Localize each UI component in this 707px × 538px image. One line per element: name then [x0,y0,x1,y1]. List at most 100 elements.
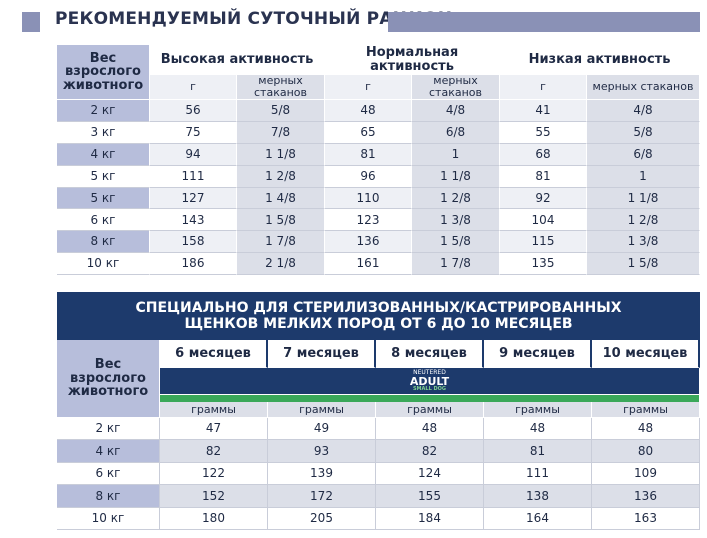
group-header: Высокая активность [150,45,325,75]
column-header: 6 месяцев [160,340,268,368]
table-cell: 94 [150,143,237,166]
table-cell: 81 [500,165,587,188]
table-cell: 1 2/8 [412,187,500,210]
table-cell: 1 2/8 [237,165,325,188]
table-cell: 110 [325,187,412,210]
table-cell: 6/8 [412,121,500,144]
table-cell: 1 2/8 [587,209,700,232]
table-cell: 136 [592,485,700,508]
table-cell: 205 [268,507,376,530]
unit-header: граммы [160,402,268,418]
product-name: ADULT [409,375,450,388]
group-header: Низкая активность [500,45,700,75]
subheader: г [500,75,587,100]
row-label: 2 кг [57,100,150,122]
row-label: 2 кг [57,418,160,441]
unit-header: граммы [592,402,700,418]
unit-header: граммы [484,402,592,418]
table-cell: 1 1/8 [587,187,700,210]
table-cell: 82 [160,440,268,463]
table-cell: 41 [500,100,587,122]
title-bar [388,12,700,32]
table-cell: 6/8 [587,143,700,166]
table-cell: 123 [325,209,412,232]
table-cell: 124 [376,462,484,486]
table-cell: 5/8 [237,100,325,122]
table-cell: 92 [500,187,587,210]
row-label: 4 кг [57,143,150,166]
table-cell: 115 [500,231,587,254]
group-header: Нормальная активность [325,45,500,75]
product-brand: NEUTERED [413,369,446,376]
table-cell: 4/8 [412,100,500,122]
table-cell: 109 [592,462,700,486]
row-label: 6 кг [57,209,150,232]
table-cell: 111 [484,462,592,486]
table-cell: 1 7/8 [237,231,325,254]
column-header: 10 месяцев [592,340,700,368]
table-cell: 127 [150,187,237,210]
table2-header: СПЕЦИАЛЬНО ДЛЯ СТЕРИЛИЗОВАННЫХ/КАСТРИРОВ… [57,292,700,340]
table-cell: 49 [268,418,376,441]
table-cell: 81 [325,143,412,166]
table-cell: 93 [268,440,376,463]
table-cell: 1 1/8 [412,165,500,188]
table-cell: 96 [325,165,412,188]
table-cell: 80 [592,440,700,463]
table-cell: 1 3/8 [587,231,700,254]
row-label: 5 кг [57,187,150,210]
row-label: 10 кг [57,253,150,275]
table-cell: 180 [160,507,268,530]
table-cell: 48 [592,418,700,441]
table-cell: 164 [484,507,592,530]
table-cell: 122 [160,462,268,486]
table-cell: 136 [325,231,412,254]
green-stripe [160,395,700,402]
table-cell: 1 [587,165,700,188]
table-cell: 138 [484,485,592,508]
product-band: NEUTERED ADULT SMALL DOG [160,368,700,395]
table-cell: 82 [376,440,484,463]
table-cell: 75 [150,121,237,144]
table-cell: 5/8 [587,121,700,144]
table-cell: 104 [500,209,587,232]
table-cell: 1 5/8 [587,253,700,275]
table-cell: 1 4/8 [237,187,325,210]
unit-header: граммы [268,402,376,418]
table-cell: 1 [412,143,500,166]
table-cell: 172 [268,485,376,508]
table-cell: 161 [325,253,412,275]
row-label: 8 кг [57,231,150,254]
table-cell: 48 [484,418,592,441]
table-cell: 81 [484,440,592,463]
table2-title: СПЕЦИАЛЬНО ДЛЯ СТЕРИЛИЗОВАННЫХ/КАСТРИРОВ… [135,299,622,332]
row-label: 8 кг [57,485,160,508]
table-cell: 163 [592,507,700,530]
table-cell: 68 [500,143,587,166]
table-cell: 48 [325,100,412,122]
table-cell: 184 [376,507,484,530]
table-cell: 143 [150,209,237,232]
column-header: 9 месяцев [484,340,592,368]
column-header: 8 месяцев [376,340,484,368]
subheader: мерных стаканов [412,75,500,100]
table-cell: 7/8 [237,121,325,144]
table-cell: 135 [500,253,587,275]
row-label: 3 кг [57,121,150,144]
table-cell: 1 5/8 [412,231,500,254]
row-label: 4 кг [57,440,160,463]
table-cell: 1 7/8 [412,253,500,275]
subheader: г [150,75,237,100]
row-label: 10 кг [57,507,160,530]
table-cell: 65 [325,121,412,144]
table-cell: 139 [268,462,376,486]
corner-header: Вес взрослого животного [57,45,150,100]
title-square [22,12,40,32]
table-cell: 55 [500,121,587,144]
row-label: 6 кг [57,462,160,486]
table-cell: 111 [150,165,237,188]
page-title: РЕКОМЕНДУЕМЫЙ СУТОЧНЫЙ РАЦИОН [55,9,453,29]
table-cell: 155 [376,485,484,508]
